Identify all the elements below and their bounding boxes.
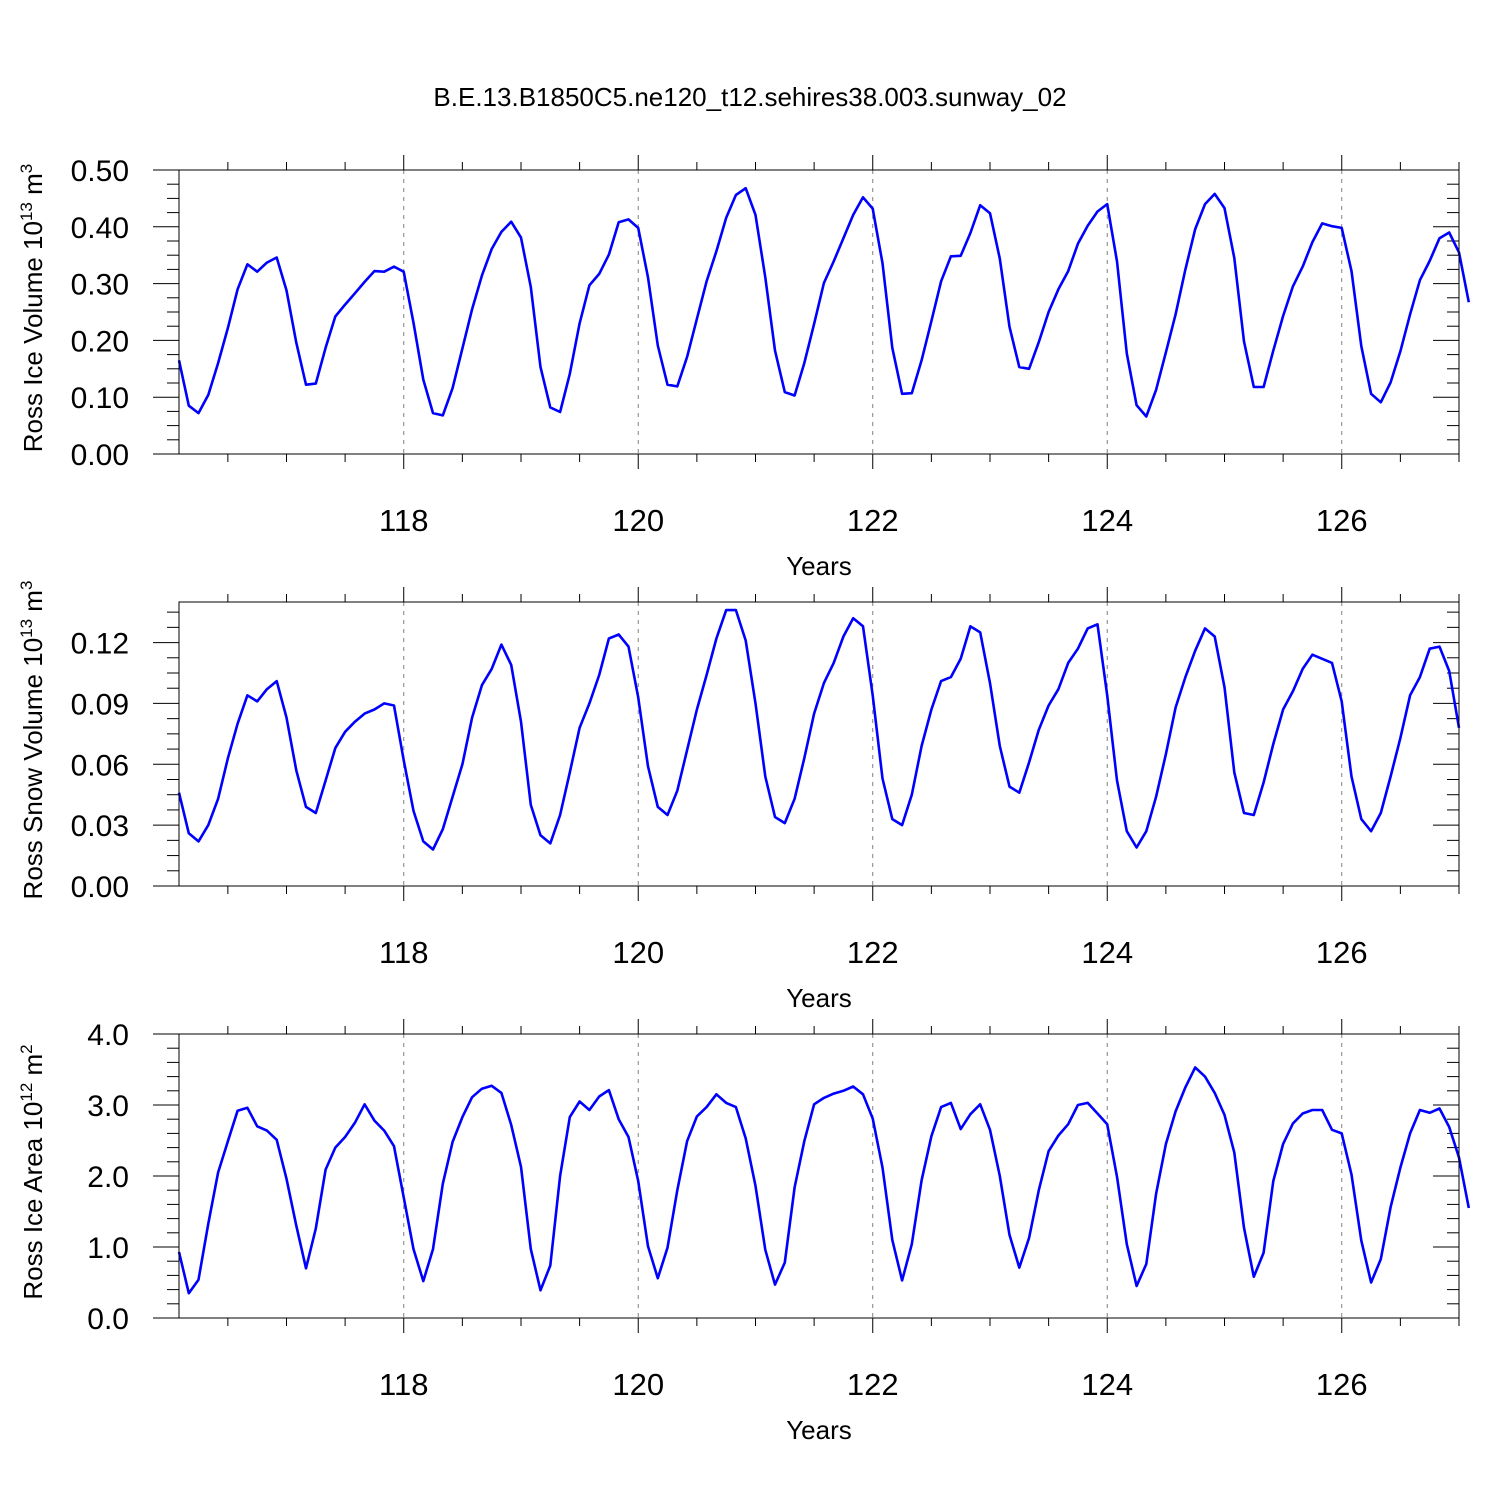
panel-3-x-tick-label: 120 <box>612 1367 664 1402</box>
panel-2-y-axis-title: Ross Snow Volume 1013 m3 <box>17 581 48 900</box>
panel-1-x-tick-label: 120 <box>612 503 664 538</box>
panel-2-x-axis-title: Years <box>786 983 852 1013</box>
panel-2-x-tick-label: 120 <box>612 935 664 970</box>
panel-1-x-axis-title: Years <box>786 551 852 581</box>
panel-1-x-tick-label: 126 <box>1316 503 1368 538</box>
panel-2-x-tick-label: 126 <box>1316 935 1368 970</box>
panel-1-y-tick-label: 0.50 <box>71 155 129 188</box>
figure-title: B.E.13.B1850C5.ne120_t12.sehires38.003.s… <box>433 82 1067 112</box>
panel-3-plot-frame <box>178 1033 1460 1319</box>
panel-3-x-tick-label: 126 <box>1316 1367 1368 1402</box>
panel-2-series-line <box>177 608 1461 851</box>
panel-3-y-tick-label: 2.0 <box>87 1161 129 1194</box>
panel-2-plot-frame <box>178 601 1460 887</box>
panel-3-series-line <box>177 1066 1471 1295</box>
panel-3-x-tick-label: 118 <box>379 1367 428 1402</box>
panel-3-x-tick-label: 122 <box>847 1367 899 1402</box>
panel-1-y-tick-label: 0.20 <box>71 325 129 358</box>
panel-1-x-tick-label: 118 <box>379 503 428 538</box>
panel-3-y-axis-title: Ross Ice Area 1012 m2 <box>17 1044 48 1299</box>
panel-1-y-tick-label: 0.00 <box>71 439 129 472</box>
panel-1-y-tick-label: 0.10 <box>71 382 129 415</box>
panel-2-x-tick-label: 122 <box>847 935 899 970</box>
panel-3-y-tick-label: 0.0 <box>87 1303 129 1336</box>
panel-3-y-tick-label: 4.0 <box>87 1019 129 1052</box>
panel-1-plot-frame <box>178 169 1460 455</box>
panel-3-x-tick-label: 124 <box>1081 1367 1133 1402</box>
panel-1-y-tick-label: 0.40 <box>71 212 129 245</box>
panel-2-x-tick-label: 118 <box>379 935 428 970</box>
panel-2-y-tick-label: 0.00 <box>71 871 129 904</box>
panel-1-x-tick-label: 122 <box>847 503 899 538</box>
panel-1-series-line <box>177 186 1471 418</box>
panel-2-y-tick-label: 0.06 <box>71 749 129 782</box>
panel-1-y-axis-title: Ross Ice Volume 1013 m3 <box>17 164 48 453</box>
panel-1-x-tick-label: 124 <box>1081 503 1133 538</box>
panel-2-y-tick-label: 0.12 <box>71 628 129 661</box>
panel-2-y-tick-label: 0.03 <box>71 810 129 843</box>
panel-2-y-tick-label: 0.09 <box>71 688 129 721</box>
panel-3-y-tick-label: 1.0 <box>87 1232 129 1265</box>
panel-3-x-axis-title: Years <box>786 1415 852 1445</box>
panel-3-y-tick-label: 3.0 <box>87 1090 129 1123</box>
panel-1-y-tick-label: 0.30 <box>71 269 129 302</box>
panel-2-x-tick-label: 124 <box>1081 935 1133 970</box>
